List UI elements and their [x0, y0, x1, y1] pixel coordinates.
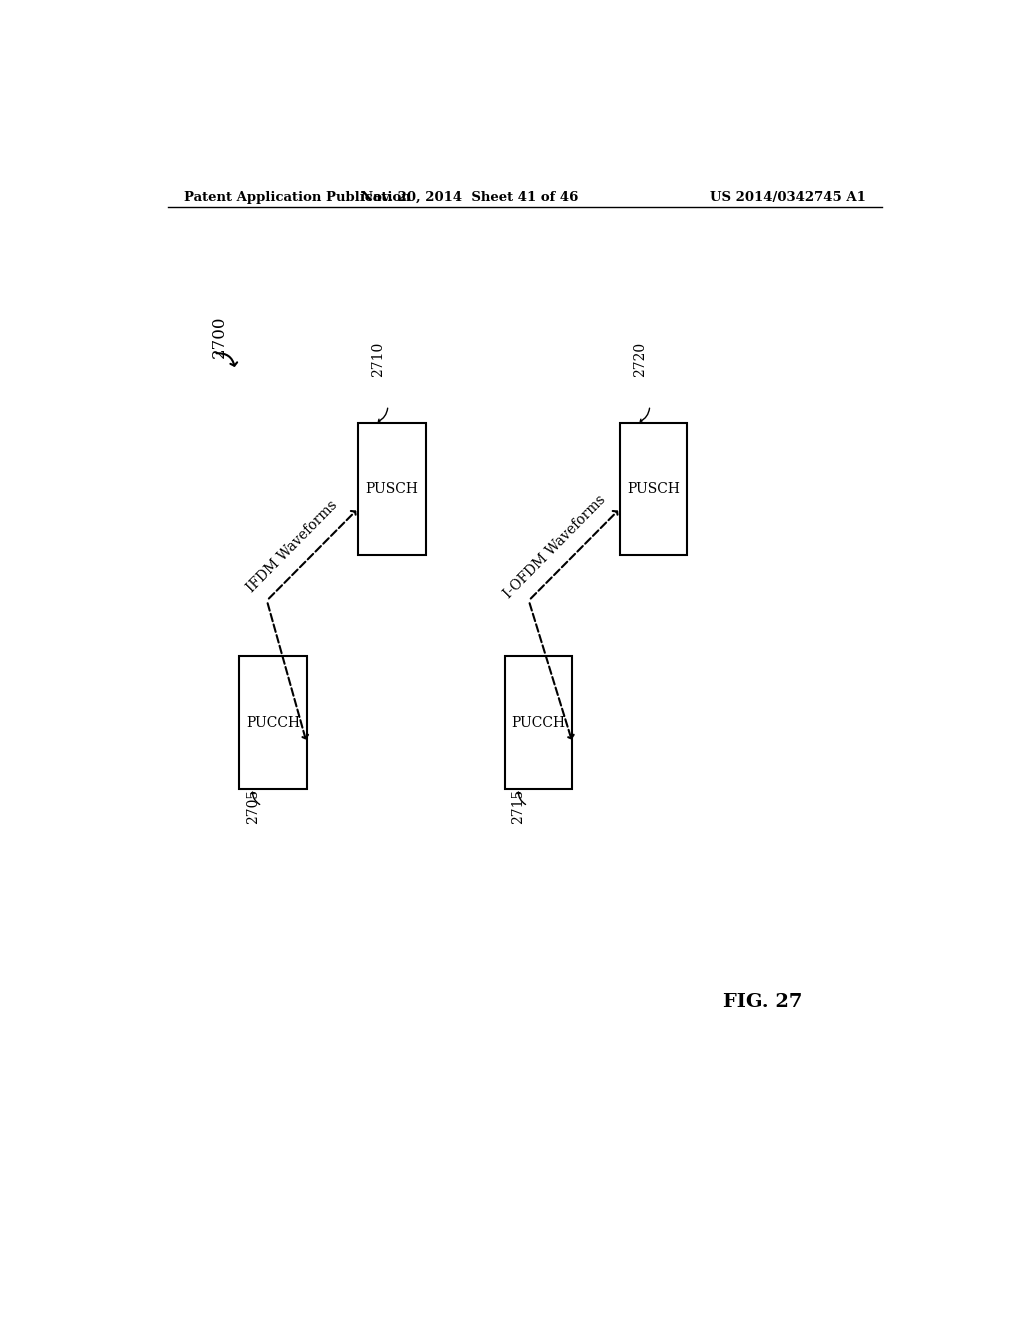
Text: PUCCH: PUCCH	[512, 715, 565, 730]
Text: US 2014/0342745 A1: US 2014/0342745 A1	[711, 190, 866, 203]
Text: PUSCH: PUSCH	[628, 482, 680, 496]
Text: Nov. 20, 2014  Sheet 41 of 46: Nov. 20, 2014 Sheet 41 of 46	[360, 190, 578, 203]
Text: 2710: 2710	[372, 342, 385, 378]
Bar	[358, 422, 426, 554]
Text: PUSCH: PUSCH	[366, 482, 419, 496]
Text: PUCCH: PUCCH	[246, 715, 300, 730]
Bar	[620, 422, 687, 554]
Text: 2700: 2700	[211, 315, 227, 358]
Text: 2720: 2720	[633, 342, 647, 378]
Bar	[240, 656, 306, 788]
Text: FIG. 27: FIG. 27	[723, 993, 803, 1011]
Bar	[505, 656, 572, 788]
Text: 2705: 2705	[246, 789, 260, 824]
Text: Patent Application Publication: Patent Application Publication	[183, 190, 411, 203]
Text: 2715: 2715	[511, 789, 525, 824]
Text: IFDM Waveforms: IFDM Waveforms	[245, 499, 341, 595]
Text: I-OFDM Waveforms: I-OFDM Waveforms	[501, 492, 608, 601]
